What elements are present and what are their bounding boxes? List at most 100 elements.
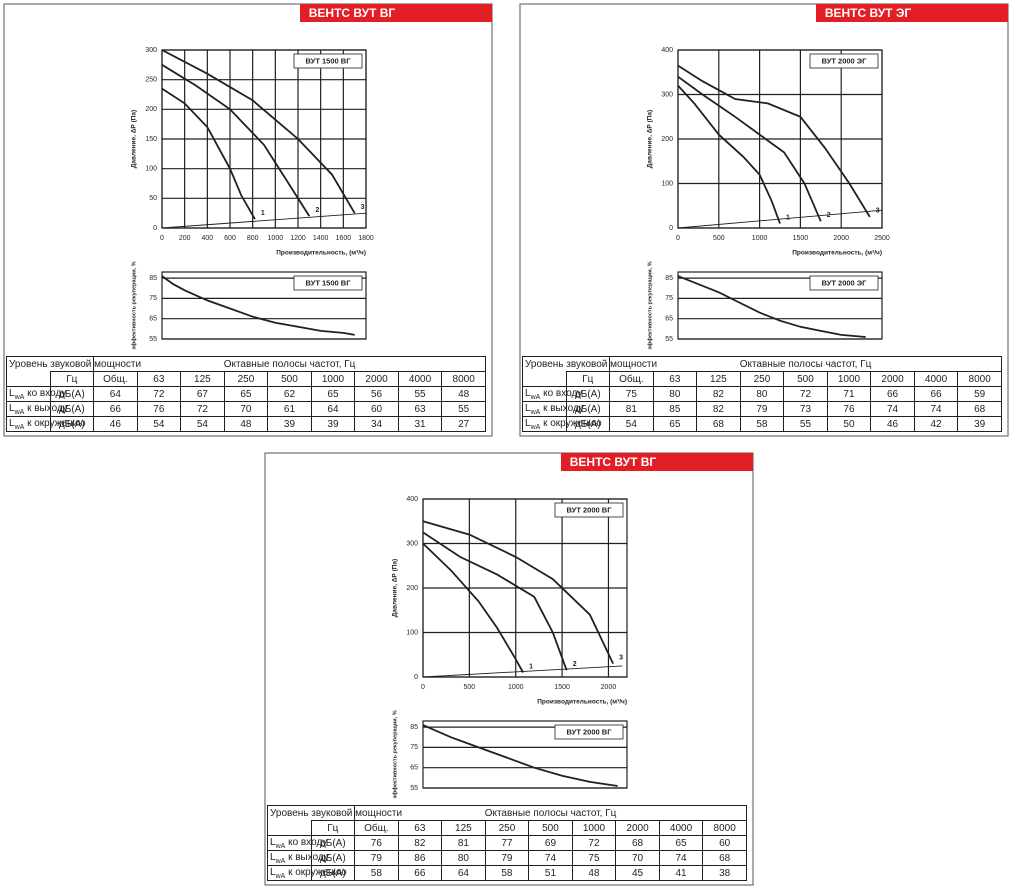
y-tick-label: 300 — [406, 540, 418, 547]
curve-label: 1 — [261, 210, 265, 217]
column-header: 500 — [267, 371, 312, 387]
x-tick-label: 500 — [713, 235, 725, 242]
table-value: 39 — [267, 416, 312, 432]
table-value: 79 — [484, 850, 530, 866]
row-label-symbol: L — [270, 836, 276, 848]
table-value: 67 — [180, 386, 225, 402]
table-value: 61 — [267, 401, 312, 417]
table-value: 65 — [658, 835, 704, 851]
header-bar — [300, 4, 492, 22]
column-header: 500 — [528, 820, 573, 836]
table-value: 65 — [652, 416, 698, 432]
row-label-label: ко входу — [27, 387, 67, 399]
table-value: 66 — [397, 865, 443, 881]
row-label: LwA к выходу — [522, 401, 584, 417]
x-tick-label: 1500 — [554, 684, 570, 691]
table-value: 64 — [441, 865, 486, 881]
column-header: 4000 — [397, 371, 443, 387]
x-tick-label: 500 — [464, 684, 476, 691]
row-label: LwA к окружению — [6, 416, 86, 432]
table-value: 55 — [397, 386, 443, 402]
y-tick-label: 65 — [149, 316, 157, 323]
y-tick-label: 85 — [149, 275, 157, 282]
column-header: Гц — [310, 820, 356, 836]
x-tick-label: 0 — [421, 684, 425, 691]
table-value: 82 — [397, 835, 443, 851]
table-value: 64 — [93, 386, 138, 402]
y-tick-label: 100 — [406, 629, 418, 636]
table-value: 56 — [354, 386, 399, 402]
table-value: 82 — [696, 386, 741, 402]
row-label-subscript: wA — [530, 393, 541, 401]
column-header: 8000 — [441, 371, 486, 387]
column-header: 125 — [180, 371, 225, 387]
table-header: Уровень звуковой мощности — [266, 805, 402, 821]
row-label-subscript: wA — [275, 842, 286, 850]
curve — [161, 64, 311, 217]
table-value: 58 — [484, 865, 530, 881]
table-value: 68 — [702, 850, 747, 866]
empty-cell — [522, 371, 567, 387]
table-value: 72 — [783, 386, 828, 402]
row-label-subscript: wA — [530, 408, 541, 416]
curve-label: 3 — [619, 654, 623, 661]
table-value: 71 — [826, 386, 872, 402]
y-axis-label: эффективность рекуперации, % — [130, 261, 137, 349]
table-value: 66 — [913, 386, 959, 402]
table-value: 68 — [696, 416, 741, 432]
y-tick-label: 85 — [665, 275, 673, 282]
column-header: 4000 — [658, 820, 704, 836]
y-tick-label: 55 — [149, 336, 157, 343]
column-header: 1000 — [826, 371, 872, 387]
column-header: Гц — [565, 371, 611, 387]
column-header: 1000 — [310, 371, 356, 387]
curve — [677, 75, 822, 222]
table-value: 70 — [223, 401, 269, 417]
column-header: 63 — [652, 371, 698, 387]
table-value: 64 — [310, 401, 356, 417]
y-axis-label: Давление, ΔР (Па) — [131, 110, 138, 168]
table-value: 48 — [441, 386, 486, 402]
sound-table: Уровень звуковой мощности Октавные полосы… — [521, 356, 1002, 432]
y-axis-label: эффективность рекуперации, % — [646, 261, 653, 349]
table-value: 38 — [702, 865, 747, 881]
sound-table: Уровень звуковой мощности Октавные полосы… — [266, 805, 747, 881]
chart-title-box — [293, 275, 363, 291]
row-label: LwA ко входу — [6, 386, 66, 402]
row-label-label: к выходу — [27, 402, 68, 414]
x-tick-label: 1000 — [268, 235, 284, 242]
y-tick-label: 400 — [661, 47, 673, 54]
row-label-subscript: wA — [14, 393, 25, 401]
row-label-subscript: wA — [14, 423, 25, 431]
curve-label: 1 — [786, 214, 790, 221]
table-value: 76 — [354, 835, 399, 851]
row-label-label: ко входу — [543, 387, 583, 399]
table-value: 54 — [609, 416, 654, 432]
x-tick-label: 200 — [179, 235, 191, 242]
x-tick-label: 600 — [224, 235, 236, 242]
column-header: Гц — [49, 371, 95, 387]
table-value: 62 — [267, 386, 312, 402]
y-tick-label: 65 — [665, 316, 673, 323]
curve — [161, 49, 356, 214]
column-header: Общ. — [609, 371, 654, 387]
x-tick-label: 1000 — [752, 235, 768, 242]
sound-table: Уровень звуковой мощности Октавные полосы… — [5, 356, 486, 432]
table-value: 76 — [136, 401, 182, 417]
table-value: 73 — [783, 401, 828, 417]
chart-title-box — [554, 724, 624, 740]
table-value: 55 — [441, 401, 486, 417]
row-label: LwA ко входу — [522, 386, 582, 402]
curve — [161, 275, 355, 336]
row-label-symbol: L — [9, 417, 15, 429]
panel-frame — [3, 3, 493, 437]
table-value: 76 — [826, 401, 872, 417]
row-label-subscript: wA — [530, 423, 541, 431]
table-value: 41 — [658, 865, 704, 881]
table-value: 80 — [441, 850, 486, 866]
chart-title: ВУТ 1500 ВГ — [306, 278, 352, 287]
x-tick-label: 0 — [160, 235, 164, 242]
table-value: 50 — [826, 416, 872, 432]
panel-frame — [519, 3, 1009, 437]
